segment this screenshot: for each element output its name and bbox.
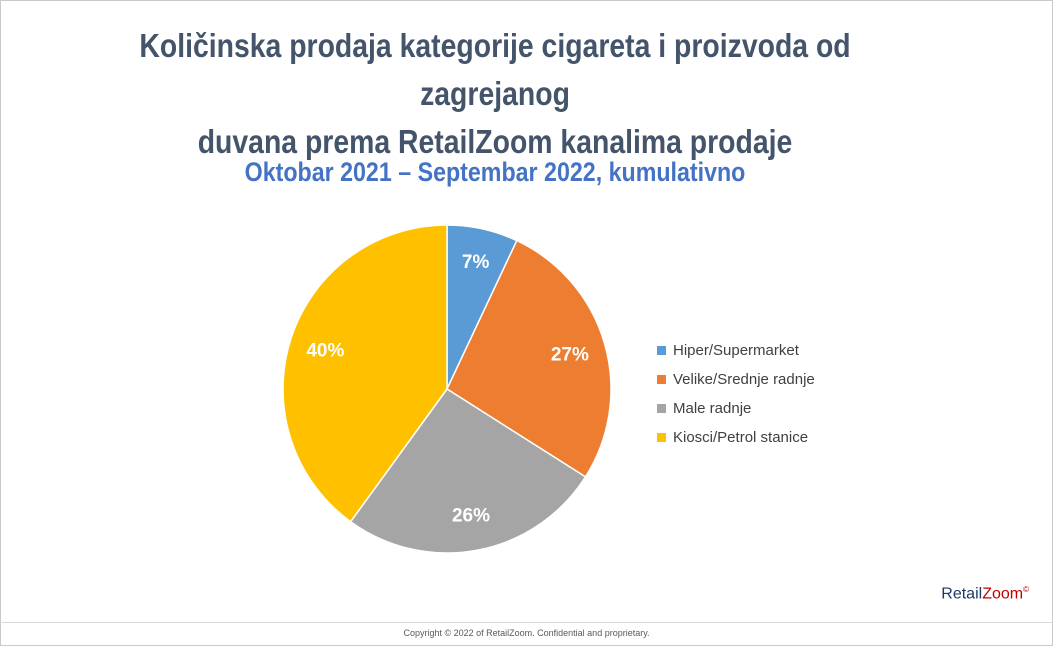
data-label: 40% bbox=[306, 340, 344, 361]
title-line-2: duvana prema RetailZoom kanalima prodaje bbox=[197, 123, 793, 160]
title-line-1: Količinska prodaja kategorije cigareta i… bbox=[139, 27, 851, 112]
legend-item-kiosci-petrol-stanice: Kiosci/Petrol stanice bbox=[657, 423, 815, 452]
data-label: 27% bbox=[551, 344, 589, 365]
chart-subtitle: Oktobar 2021 – Septembar 2022, kumulativ… bbox=[244, 157, 746, 187]
legend-label: Hiper/Supermarket bbox=[673, 342, 799, 359]
legend-swatch bbox=[657, 404, 666, 413]
copyright-footer: Copyright © 2022 of RetailZoom. Confiden… bbox=[0, 622, 1053, 638]
legend-item-hiper-supermarket: Hiper/Supermarket bbox=[657, 336, 815, 365]
legend-label: Velike/Srednje radnje bbox=[673, 371, 815, 388]
pie-slice-kiosci-petrol-stanice bbox=[282, 224, 448, 523]
brand-mark: © bbox=[1023, 585, 1029, 594]
legend-swatch bbox=[657, 346, 666, 355]
legend-swatch bbox=[657, 433, 666, 442]
brand-zoom: Zoom bbox=[982, 585, 1024, 603]
legend-label: Male radnje bbox=[673, 400, 752, 417]
legend-item-male-radnje: Male radnje bbox=[657, 394, 815, 423]
legend-swatch bbox=[657, 375, 666, 384]
pie-slice-male-radnje bbox=[349, 387, 587, 554]
data-label: 26% bbox=[452, 506, 490, 527]
chart-title: Količinska prodaja kategorije cigareta i… bbox=[69, 22, 920, 166]
legend-item-velike-srednje-radnje: Velike/Srednje radnje bbox=[657, 365, 815, 394]
brand-retail: Retail bbox=[941, 585, 983, 603]
data-label: 7% bbox=[462, 252, 490, 273]
retailzoom-logo: RetailZoom© bbox=[941, 585, 1029, 603]
legend-label: Kiosci/Petrol stanice bbox=[673, 429, 809, 446]
pie-slice-velike-srednje-radnje bbox=[446, 239, 612, 478]
legend: Hiper/Supermarket Velike/Srednje radnje … bbox=[657, 336, 815, 452]
